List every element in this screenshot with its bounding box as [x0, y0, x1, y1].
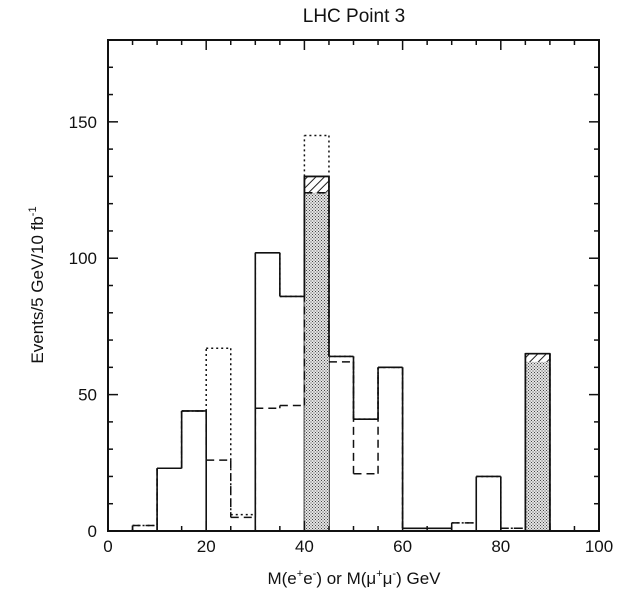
solid-outline-bin-7 [303, 175, 329, 297]
x-tick-label-60: 60 [393, 537, 412, 556]
dotted-outline-bin-2 [180, 410, 207, 469]
dashed-outline-bin-7 [303, 192, 329, 406]
y-axis-label: Events/5 GeV/10 fb-1 [27, 206, 47, 363]
stippled-bar-16 [525, 361, 550, 531]
x-tick-label-0: 0 [103, 537, 112, 556]
dotted-outline-bin-15 [500, 476, 526, 530]
dotted-outline-bin-8 [328, 135, 354, 358]
dashed-outline-bin-6 [279, 404, 305, 409]
dashed-outline-bin-8 [328, 192, 354, 363]
dotted-outline-bin-10 [377, 366, 403, 420]
dashed-outline-bin-3 [205, 410, 231, 461]
dashed-outline-bin-11 [401, 367, 428, 530]
solid-outline-bin-6 [279, 252, 305, 298]
solid-outline-bin-11 [401, 367, 428, 530]
dashed-outline-bin-2 [180, 410, 207, 469]
dashed-outline-bin-10 [377, 366, 403, 474]
x-tick-label-20: 20 [197, 537, 216, 556]
solid-outline-bin-16 [524, 352, 550, 531]
dotted-outline-bin-3 [205, 347, 231, 411]
dotted-outline-bin-14 [475, 475, 501, 523]
y-tick-label-0: 0 [88, 522, 97, 541]
dotted-outline-bin-1 [156, 467, 182, 526]
y-tick-label-150: 150 [69, 113, 97, 132]
dashed-outline-bin-13 [450, 522, 477, 529]
solid-outline-bin-1 [156, 467, 182, 531]
dashed-outline-bin-4 [230, 460, 256, 519]
solid-outline-bin-9 [352, 356, 379, 420]
histogram-layer [131, 134, 551, 532]
x-tick-label-40: 40 [295, 537, 314, 556]
dotted-outline-bin-13 [450, 522, 477, 529]
dotted-outline-bin-9 [352, 356, 379, 420]
solid-outline-bin-8 [328, 176, 354, 358]
dashed-outline-bin-5 [254, 407, 280, 518]
dashed-outline-bin-1 [156, 467, 182, 526]
chart-title: LHC Point 3 [303, 6, 405, 27]
solid-outline-bin-5 [254, 251, 280, 531]
x-axis-label: M(e+e-) or M(μ+μ-) GeV [267, 568, 441, 588]
stippled-bar-7 [304, 192, 329, 531]
dotted-outline-bin-6 [279, 252, 305, 298]
solid-outline-bin-14 [475, 475, 501, 531]
solid-outline-bin-10 [377, 366, 403, 420]
dotted-outline-bin-5 [254, 252, 280, 515]
x-tick-label-100: 100 [585, 537, 613, 556]
dashed-outline-bin-9 [352, 361, 379, 475]
dotted-outline-bin-4 [230, 348, 256, 516]
axis-ticks: 0 20 40 60 80 100 0 50 100 150 [69, 39, 613, 556]
y-tick-label-100: 100 [69, 249, 97, 268]
x-tick-label-80: 80 [491, 537, 510, 556]
dotted-outline-bin-11 [401, 367, 428, 530]
solid-outline-bin-2 [180, 410, 207, 469]
y-tick-label-50: 50 [78, 386, 97, 405]
